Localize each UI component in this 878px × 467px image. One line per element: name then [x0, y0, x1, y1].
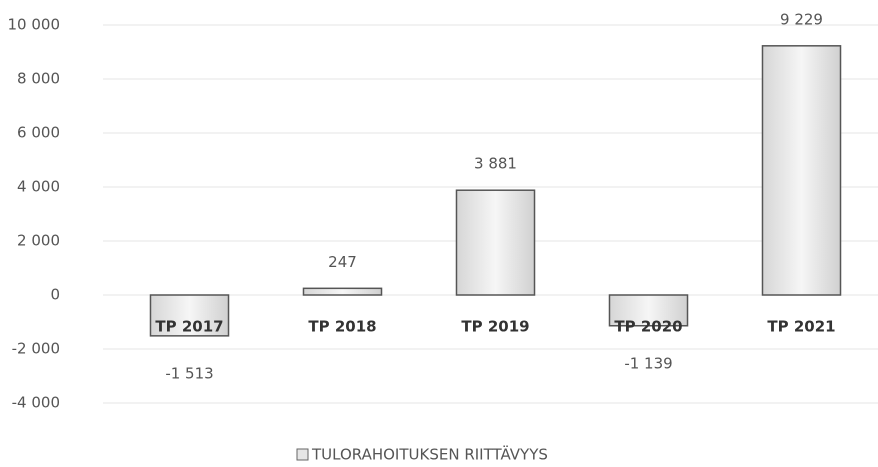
bar: [455, 189, 536, 296]
data-label: -1 139: [624, 354, 672, 372]
y-tick-label: -2 000: [12, 340, 60, 358]
bar: [608, 294, 689, 327]
x-tick-label: TP 2021: [767, 318, 835, 336]
y-tick-label: -4 000: [12, 394, 60, 412]
data-label: -1 513: [165, 364, 213, 382]
legend-label: TULORAHOITUKSEN RIITTÄVYYS: [311, 445, 548, 464]
y-tick-label: 2 000: [17, 232, 60, 250]
y-tick-label: 6 000: [17, 124, 60, 142]
x-tick-label: TP 2020: [614, 318, 682, 336]
legend-swatch: [296, 448, 309, 461]
data-label: 247: [328, 253, 357, 271]
data-label: 3 881: [474, 155, 517, 173]
x-tick-label: TP 2018: [308, 318, 376, 336]
y-tick-label: 4 000: [17, 178, 60, 196]
y-tick-label: 0: [50, 286, 60, 304]
y-tick-label: 8 000: [17, 70, 60, 88]
bar: [302, 287, 383, 296]
x-tick-label: TP 2017: [155, 318, 223, 336]
bar: [761, 45, 842, 296]
data-label: 9 229: [780, 10, 823, 28]
y-tick-label: 10 000: [8, 16, 61, 34]
x-tick-label: TP 2019: [461, 318, 529, 336]
bar: [149, 294, 230, 337]
